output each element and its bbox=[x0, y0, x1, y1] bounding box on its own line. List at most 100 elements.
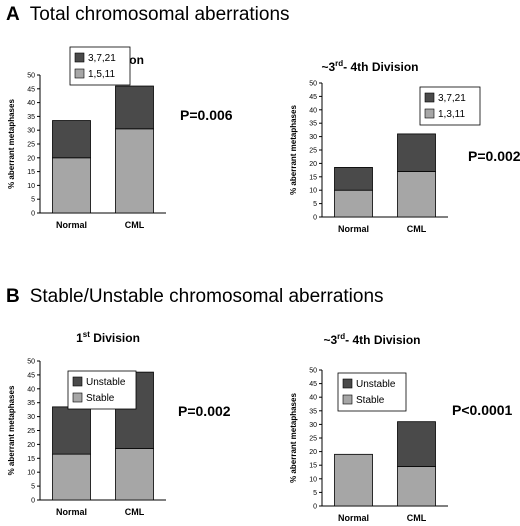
y-tick-label: 35 bbox=[27, 114, 35, 121]
chart-title: 1st Division bbox=[76, 330, 140, 345]
p-value-annotation: P<0.0001 bbox=[452, 402, 513, 418]
legend-label: Stable bbox=[86, 393, 115, 404]
legend-swatch bbox=[72, 392, 83, 403]
x-category-label: CML bbox=[125, 220, 145, 230]
y-tick-label: 45 bbox=[27, 86, 35, 93]
y-tick-label: 40 bbox=[309, 107, 317, 114]
p-value-annotation: P=0.006 bbox=[180, 107, 233, 123]
y-tick-label: 10 bbox=[309, 188, 317, 195]
y-tick-label: 30 bbox=[309, 134, 317, 141]
legend-swatch bbox=[74, 52, 85, 63]
bar-segment-cml-3-7-21 bbox=[397, 133, 436, 172]
y-tick-label: 5 bbox=[31, 197, 35, 204]
legend-swatch bbox=[72, 376, 83, 387]
chart-title: ~3rd- 4th Division bbox=[323, 332, 420, 347]
y-tick-label: 25 bbox=[27, 142, 35, 149]
y-axis-label: % aberrant metaphases bbox=[289, 105, 298, 195]
y-tick-label: 40 bbox=[27, 386, 35, 393]
y-tick-label: 40 bbox=[309, 395, 317, 402]
y-tick-label: 10 bbox=[27, 183, 35, 190]
y-axis-label: % aberrant metaphases bbox=[7, 99, 16, 189]
y-tick-label: 25 bbox=[309, 148, 317, 155]
y-tick-label: 45 bbox=[309, 94, 317, 101]
legend-label: Unstable bbox=[356, 379, 396, 390]
chart-title-suffix: - 4th Division bbox=[345, 333, 420, 347]
bar-segment-cml-stable bbox=[397, 466, 436, 507]
y-tick-label: 35 bbox=[27, 400, 35, 407]
chart-title: ~3rd- 4th Division bbox=[321, 59, 418, 74]
y-tick-label: 45 bbox=[27, 372, 35, 379]
x-category-label: Normal bbox=[338, 513, 369, 523]
y-tick-label: 50 bbox=[27, 359, 35, 366]
bar-segment-normal-1-5-11 bbox=[52, 157, 91, 214]
y-tick-label: 50 bbox=[309, 368, 317, 375]
x-category-label: CML bbox=[125, 507, 145, 517]
x-category-label: Normal bbox=[338, 224, 369, 234]
legend-swatch bbox=[342, 378, 353, 389]
y-tick-label: 10 bbox=[27, 470, 35, 477]
chart-b-3rd-4th-division: ~3rd- 4th Division 0 5 10 15 20 25 30 35 40 45 50 % … bbox=[289, 332, 513, 523]
bar-segment-cml-1-5-11 bbox=[115, 128, 154, 214]
y-tick-label: 0 bbox=[313, 504, 317, 511]
legend-swatch bbox=[424, 92, 435, 103]
y-tick-label: 35 bbox=[309, 408, 317, 415]
y-tick-label: 15 bbox=[309, 463, 317, 470]
legend-label: 1,3,11 bbox=[438, 109, 465, 120]
legend-label: 3,7,21 bbox=[88, 53, 116, 64]
y-tick-label: 5 bbox=[31, 484, 35, 491]
y-tick-label: 20 bbox=[27, 155, 35, 162]
chart-title-prefix: ~3 bbox=[323, 333, 337, 347]
x-category-label: Normal bbox=[56, 507, 87, 517]
x-category-label: CML bbox=[407, 513, 427, 523]
bar-segment-normal-unstable bbox=[52, 406, 91, 455]
y-tick-label: 20 bbox=[309, 449, 317, 456]
chart-b-1st-division: 1st Division 0 5 10 15 20 25 30 35 40 45 50 % aberra… bbox=[7, 330, 231, 517]
y-tick-label: 40 bbox=[27, 100, 35, 107]
y-tick-label: 50 bbox=[309, 81, 317, 88]
bar-segment-cml-unstable bbox=[397, 421, 436, 467]
chart-title-suffix: Division bbox=[90, 331, 140, 345]
y-tick-label: 30 bbox=[309, 422, 317, 429]
y-tick-label: 0 bbox=[31, 498, 35, 505]
section-a-title: Total chromosomal aberrations bbox=[29, 4, 290, 25]
y-axis-label: % aberrant metaphases bbox=[289, 393, 298, 483]
y-tick-label: 15 bbox=[27, 169, 35, 176]
legend-label: Unstable bbox=[86, 377, 126, 388]
section-b-title: Stable/Unstable chromosomal aberrations bbox=[29, 286, 384, 307]
bar-segment-normal-3-7-21 bbox=[52, 120, 91, 159]
p-value-annotation: P=0.002 bbox=[468, 148, 520, 164]
section-b-heading: B Stable/Unstable chromosomal aberrations bbox=[6, 286, 384, 308]
y-tick-label: 50 bbox=[27, 73, 35, 80]
chart-title-superscript: st bbox=[83, 330, 90, 339]
bar-segment-normal-1-3-11 bbox=[334, 189, 373, 218]
legend-swatch bbox=[74, 68, 85, 79]
p-value-annotation: P=0.002 bbox=[178, 403, 231, 419]
y-tick-label: 35 bbox=[309, 121, 317, 128]
bar-segment-normal-stable bbox=[52, 453, 91, 501]
legend-swatch bbox=[424, 108, 435, 119]
x-category-label: Normal bbox=[56, 220, 87, 230]
y-tick-label: 15 bbox=[309, 174, 317, 181]
section-a-letter: A bbox=[6, 4, 20, 25]
bar-segment-cml-1-3-11 bbox=[397, 171, 436, 218]
legend-swatch bbox=[342, 394, 353, 405]
y-tick-label: 45 bbox=[309, 381, 317, 388]
y-tick-label: 25 bbox=[309, 436, 317, 443]
y-tick-label: 15 bbox=[27, 456, 35, 463]
y-tick-label: 30 bbox=[27, 414, 35, 421]
y-tick-label: 20 bbox=[27, 442, 35, 449]
y-tick-label: 30 bbox=[27, 128, 35, 135]
legend-label: 1,5,11 bbox=[88, 69, 115, 80]
chart-title-superscript: rd bbox=[335, 59, 343, 68]
section-b-letter: B bbox=[6, 286, 20, 307]
y-axis-label: % aberrant metaphases bbox=[7, 385, 16, 475]
chart-title-superscript: rd bbox=[337, 332, 345, 341]
chart-a-3rd-4th-division: ~3rd- 4th Division 0 5 10 15 20 25 30 35 40 45 50 % … bbox=[289, 59, 520, 234]
y-tick-label: 5 bbox=[313, 201, 317, 208]
section-a-heading: A Total chromosomal aberrations bbox=[6, 4, 290, 26]
bar-segment-cml-stable bbox=[115, 448, 154, 501]
bar-segment-normal-3-7-21 bbox=[334, 167, 373, 191]
legend-label: 3,7,21 bbox=[438, 93, 466, 104]
y-tick-label: 25 bbox=[27, 428, 35, 435]
